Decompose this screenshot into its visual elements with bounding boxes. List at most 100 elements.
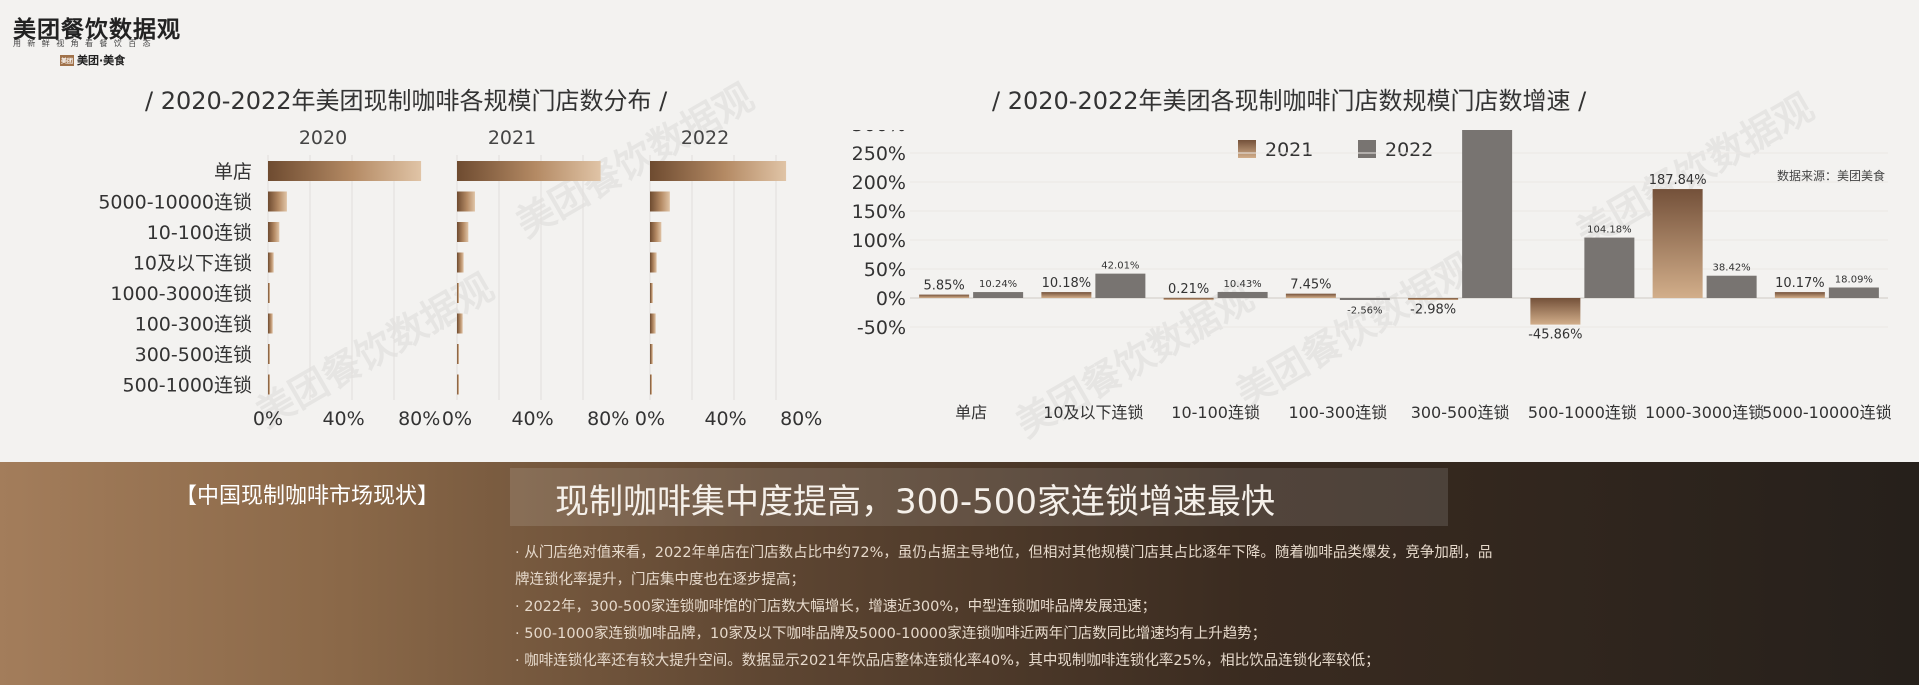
legend-swatch <box>1358 140 1376 158</box>
bar <box>973 292 1024 298</box>
bullet-item: · 2022年，300-500家连锁咖啡馆的门店数大幅增长，增速近300%，中型… <box>515 599 1157 615</box>
bar <box>1408 298 1459 300</box>
bar <box>1462 130 1513 298</box>
store-growth-chart: 2021 2022 数据来源：美团美食 300% 250% 200% 150% 100% 50%… <box>852 130 1892 422</box>
legend-swatch <box>1238 140 1256 158</box>
section-tag: 【中国现制咖啡市场现状】 <box>175 484 440 509</box>
category-label: 100-300连锁 <box>135 314 252 336</box>
y-tick-label: 0% <box>876 288 906 310</box>
bar <box>268 161 422 181</box>
bar <box>650 283 653 303</box>
x-tick-label: 80% <box>780 408 822 430</box>
y-tick-label: 300% <box>852 130 906 136</box>
bar <box>919 294 970 298</box>
bar <box>457 222 469 242</box>
partner-logo: 美团 美团·美食 <box>60 52 125 68</box>
bar <box>457 344 459 364</box>
data-label: 10.43% <box>1224 279 1262 290</box>
data-label: 10.24% <box>979 279 1017 290</box>
chart-area <box>0 0 1919 462</box>
data-label: 10.17% <box>1775 276 1825 291</box>
bar <box>650 191 670 212</box>
x-category-label: 100-300连锁 <box>1288 403 1387 422</box>
headline: 现制咖啡集中度提高，300-500家连锁增速最快 <box>555 482 1276 522</box>
x-category-label: 300-500连锁 <box>1411 403 1510 422</box>
x-tick-label: 0% <box>635 408 665 430</box>
x-category-label: 单店 <box>955 403 987 422</box>
category-label: 单店 <box>214 161 252 183</box>
x-tick-label: 40% <box>511 408 553 430</box>
data-label: -2.98% <box>1410 303 1456 318</box>
bar <box>268 374 270 395</box>
headline-background <box>510 468 1448 526</box>
right-chart-title: / 2020-2022年美团各现制咖啡门店数规模门店数增速 / <box>992 87 1587 115</box>
bar <box>650 252 657 273</box>
x-category-label: 5000-10000连锁 <box>1762 403 1891 422</box>
bar <box>268 222 280 242</box>
bar <box>1530 298 1581 325</box>
x-category-label: 1000-3000连锁 <box>1645 403 1764 422</box>
category-label: 5000-10000连锁 <box>98 192 252 214</box>
bar <box>268 283 270 303</box>
left-chart-title: / 2020-2022年美团现制咖啡各规模门店数分布 / <box>145 87 668 115</box>
bar <box>457 252 464 273</box>
data-source: 数据来源：美团美食 <box>1777 168 1885 183</box>
bar <box>1339 298 1390 300</box>
bar <box>268 252 274 273</box>
bar <box>1217 291 1268 298</box>
x-tick-label: 40% <box>704 408 746 430</box>
panel-year-label: 2020 <box>299 127 347 149</box>
data-label: 187.84% <box>1649 173 1707 188</box>
data-label: 10.18% <box>1042 276 1092 291</box>
bar <box>457 283 459 303</box>
x-tick-label: 40% <box>322 408 364 430</box>
data-label: 104.18% <box>1587 225 1632 236</box>
data-label: -45.86% <box>1528 328 1582 343</box>
bar <box>1041 292 1092 298</box>
legend-label: 2022 <box>1385 139 1433 161</box>
x-tick-label: 80% <box>398 408 440 430</box>
bar <box>1584 237 1635 298</box>
data-label: -2.56% <box>1347 305 1382 316</box>
store-distribution-chart: 单店 5000-10000连锁 10-100连锁 10及以下连锁 1000-3000连锁… <box>98 127 822 430</box>
x-category-label: 10-100连锁 <box>1171 403 1260 422</box>
x-tick-label: 0% <box>253 408 283 430</box>
data-label: 18.09% <box>1835 275 1873 286</box>
bar <box>1652 189 1703 298</box>
summary-panel <box>0 462 1919 685</box>
bullet-item: · 500-1000家连锁咖啡品牌，10家及以下咖啡品牌及5000-10000家… <box>515 626 1267 642</box>
x-tick-label: 80% <box>587 408 629 430</box>
bar <box>1828 287 1879 298</box>
y-tick-label: 150% <box>852 201 906 223</box>
x-tick-label: 0% <box>442 408 472 430</box>
bar <box>1774 292 1825 298</box>
bar <box>1706 275 1757 298</box>
data-label: 0.21% <box>1168 282 1209 297</box>
brand-logo: 美团餐饮数据观 <box>13 17 181 43</box>
bullet-item: · 咖啡连锁化率还有较大提升空间。数据显示2021年饮品店整体连锁化率40%，其… <box>515 653 1380 669</box>
bar <box>1095 273 1146 298</box>
bullet-list: · 从门店绝对值来看，2022年单店在门店数占比中约72%，虽仍占据主导地位，但… <box>515 540 1635 675</box>
y-tick-label: 100% <box>852 230 906 252</box>
bar <box>1163 297 1214 300</box>
bar <box>268 344 270 364</box>
bar <box>650 374 652 395</box>
category-label: 10-100连锁 <box>147 222 252 244</box>
bullet-item: 牌连锁化率提升，门店集中度也在逐步提高； <box>515 572 805 588</box>
legend-label: 2021 <box>1265 139 1313 161</box>
meituan-badge-icon: 美团 <box>60 54 74 66</box>
category-label: 500-1000连锁 <box>123 375 252 397</box>
bar <box>1285 293 1336 298</box>
brand-slogan: 用新鲜视角看餐饮百态 <box>13 39 157 48</box>
bar <box>268 313 273 334</box>
data-label: 5.85% <box>923 279 964 294</box>
panel-year-label: 2022 <box>681 127 729 149</box>
data-label: 38.42% <box>1713 263 1751 274</box>
bar <box>457 313 463 334</box>
bar <box>457 374 459 395</box>
bar <box>650 161 787 181</box>
partner-name: 美团·美食 <box>77 54 126 67</box>
data-label: 42.01% <box>1101 261 1139 272</box>
bar <box>268 191 287 212</box>
bar <box>650 313 656 334</box>
